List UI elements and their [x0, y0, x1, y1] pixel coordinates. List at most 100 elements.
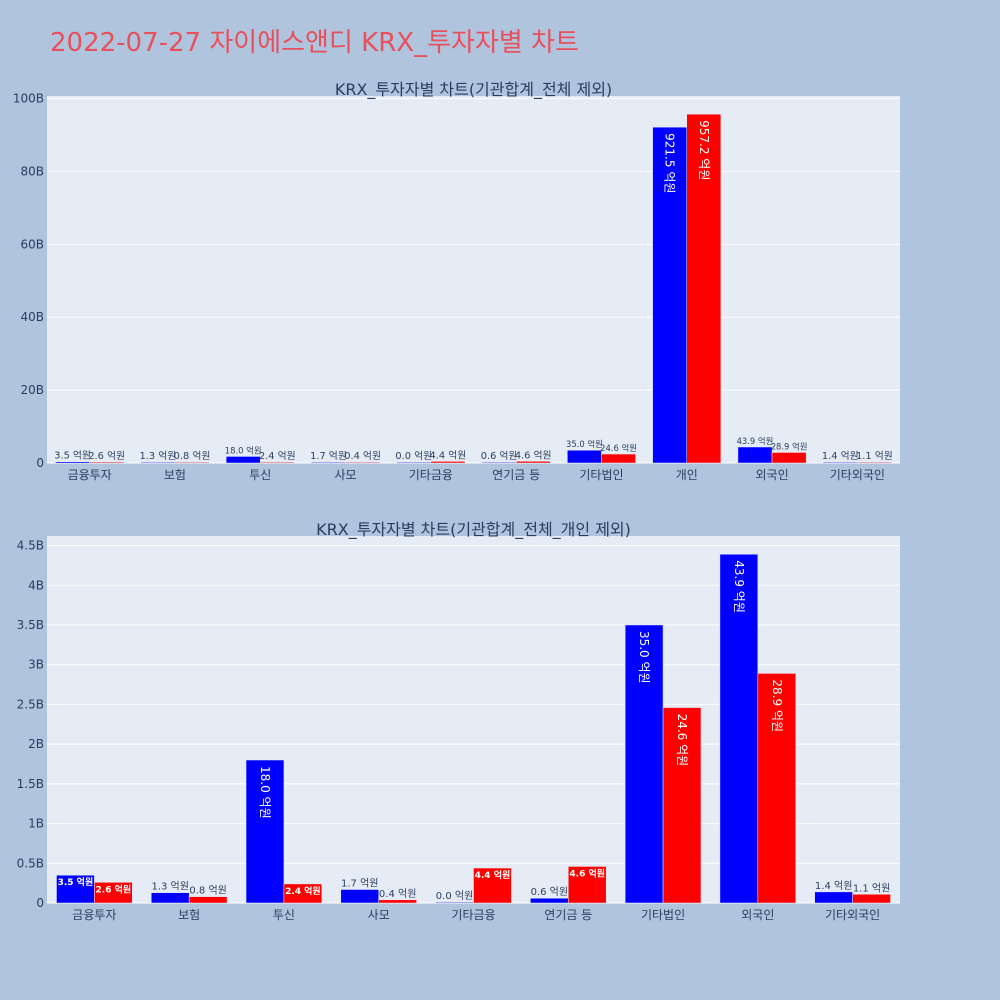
bar-buy	[481, 461, 517, 464]
data-label: 3.5 억원	[54, 450, 91, 462]
x-tick-label: 금융투자	[72, 908, 116, 922]
page-title: 2022-07-27 자이에스앤디 KRX_투자자별 차트	[50, 28, 579, 58]
bar-buy	[151, 892, 190, 904]
bar-buy	[55, 461, 90, 464]
y-tick-label: 80B	[20, 164, 44, 178]
bar-sell	[188, 896, 228, 904]
x-tick-label: 보험	[178, 908, 200, 922]
data-label: 0.6 억원	[481, 450, 518, 462]
bar-buy	[340, 889, 379, 904]
data-label: 2.4 억원	[259, 450, 296, 462]
x-tick-label: 사모	[335, 468, 357, 482]
bar-sell	[345, 461, 380, 464]
x-tick-label: 기타외국인	[825, 908, 880, 922]
data-label: 2.6 억원	[96, 883, 132, 895]
bar-buy	[435, 901, 474, 904]
x-tick-label: 기타외국인	[830, 468, 885, 482]
bar-sell	[771, 452, 807, 464]
data-label: 0.8 억원	[189, 885, 226, 897]
data-label: 1.3 억원	[151, 881, 188, 893]
y-tick-label: 0	[36, 456, 44, 470]
bar-sell	[857, 461, 892, 464]
data-label: 4.4 억원	[475, 869, 511, 881]
data-label: 1.7 억원	[341, 877, 378, 889]
x-tick-label: 기타금융	[451, 908, 495, 922]
x-tick-label: 투신	[273, 908, 295, 922]
x-tick-label: 보험	[164, 468, 186, 482]
y-tick-label: 0	[36, 896, 44, 910]
data-label: 921.5 억원	[663, 133, 677, 193]
data-label: 1.4 억원	[822, 450, 859, 462]
data-label: 35.0 억원	[637, 631, 651, 684]
data-label: 28.9 억원	[771, 441, 808, 451]
data-label: 0.6 억원	[531, 886, 568, 898]
data-label: 35.0 억원	[566, 439, 603, 449]
data-label: 43.9 억원	[737, 436, 774, 446]
bar-sell	[430, 461, 466, 464]
chart-title: KRX_투자자별 차트(기관합계_전체_개인 제외)	[316, 520, 631, 540]
bar-buy	[225, 456, 261, 464]
y-tick-label: 1B	[28, 817, 44, 831]
x-tick-label: 기타법인	[579, 468, 623, 482]
data-label: 957.2 억원	[697, 120, 711, 180]
bar-sell	[515, 461, 551, 464]
x-tick-label: 외국인	[755, 468, 788, 482]
bar-buy	[311, 461, 346, 464]
y-tick-label: 100B	[13, 92, 44, 106]
y-tick-label: 3.5B	[17, 618, 44, 632]
data-label: 4.6 억원	[515, 449, 552, 461]
data-label: 2.6 억원	[88, 450, 125, 462]
bar-sell	[174, 461, 210, 464]
y-tick-label: 2.5B	[17, 697, 44, 711]
bar-sell	[852, 894, 891, 904]
data-label: 1.3 억원	[140, 450, 177, 462]
bar-sell	[283, 883, 323, 904]
bar-buy	[737, 446, 773, 464]
data-label: 24.6 억원	[675, 714, 689, 767]
bar-buy	[140, 461, 176, 464]
bar-buy	[56, 874, 95, 904]
y-tick-label: 1.5B	[17, 777, 44, 791]
chart-1: 0 20B 40B 60B 80B 100B KRX_투자자별 차트(기관합계_전체 제외)…	[13, 80, 900, 482]
bar-sell	[378, 899, 417, 904]
data-label: 0.4 억원	[379, 888, 416, 900]
data-label: 3.5 억원	[58, 876, 94, 888]
bar-buy	[245, 759, 285, 904]
y-tick-label: 2B	[28, 737, 44, 751]
bar-sell	[473, 867, 512, 904]
x-tick-label: 연기금 등	[492, 468, 540, 482]
data-label: 0.0 억원	[395, 450, 432, 462]
x-tick-label: 기타법인	[641, 908, 685, 922]
data-label: 43.9 억원	[732, 560, 746, 613]
bar-sell	[260, 461, 295, 464]
x-tick-label: 기타금융	[409, 468, 453, 482]
bar-buy	[396, 461, 432, 464]
data-label: 0.0 억원	[436, 890, 473, 902]
data-label: 1.1 억원	[853, 882, 890, 894]
data-label: 4.6 억원	[569, 867, 605, 879]
data-label: 1.4 억원	[815, 880, 852, 892]
data-label: 18.0 억원	[258, 766, 272, 819]
data-label: 1.7 억원	[310, 450, 347, 462]
bar-sell	[601, 453, 636, 464]
y-tick-label: 4.5B	[17, 539, 44, 553]
y-tick-label: 3B	[28, 658, 44, 672]
x-tick-label: 금융투자	[68, 468, 112, 482]
bar-buy	[530, 897, 569, 904]
y-tick-label: 60B	[20, 237, 44, 251]
bar-sell	[94, 882, 133, 904]
bar-sell	[757, 673, 796, 904]
x-tick-label: 개인	[676, 468, 698, 482]
x-tick-label: 연기금 등	[544, 908, 592, 922]
bar-buy	[719, 554, 759, 904]
y-tick-label: 40B	[20, 310, 44, 324]
bar-buy	[814, 891, 853, 904]
plot-area	[47, 96, 900, 463]
chart-2: 0 0.5B 1B 1.5B 2B 2.5B 3B 3.5B 4B 4.5B KRX_투자자별 차트…	[17, 520, 900, 922]
data-label: 0.4 억원	[344, 450, 381, 462]
x-tick-label: 외국인	[741, 908, 774, 922]
data-label: 28.9 억원	[770, 679, 784, 732]
data-label: 18.0 억원	[225, 445, 262, 455]
data-label: 2.4 억원	[285, 885, 321, 897]
